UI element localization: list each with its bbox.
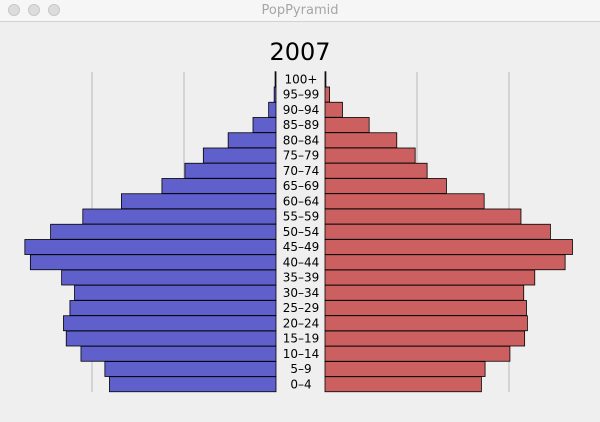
right-bar-5	[324, 300, 527, 316]
right-bar-6	[324, 284, 525, 301]
minimize-window-button[interactable]	[28, 4, 40, 16]
left-bar-15	[202, 147, 277, 164]
left-bar-6	[74, 284, 277, 301]
right-bar-8	[324, 254, 566, 271]
age-group-label: 5–9	[290, 362, 311, 376]
left-bar-17	[252, 117, 277, 133]
age-group-label: 80–84	[283, 133, 320, 147]
age-group-label: 85–89	[283, 118, 320, 132]
left-bar-12	[121, 193, 277, 210]
right-bar-17	[324, 117, 370, 133]
right-bar-7	[324, 269, 536, 286]
left-bar-18	[268, 101, 277, 118]
right-bar-0	[324, 376, 482, 393]
left-bar-8	[29, 254, 277, 271]
age-group-label: 30–34	[283, 286, 320, 300]
age-group-label: 20–24	[283, 316, 320, 330]
close-window-button[interactable]	[8, 4, 20, 16]
right-bar-18	[324, 101, 343, 118]
right-bar-3	[324, 330, 526, 347]
left-bar-7	[61, 269, 277, 286]
age-group-label: 95–99	[283, 88, 320, 102]
right-bar-20	[324, 71, 327, 88]
age-group-label: 100+	[285, 72, 318, 86]
left-bar-0	[109, 376, 277, 393]
age-group-label: 15–19	[283, 332, 320, 346]
zoom-window-button[interactable]	[48, 4, 60, 16]
age-group-label: 60–64	[283, 194, 320, 208]
title-bar: PopPyramid	[0, 0, 600, 22]
age-group-label: 90–94	[283, 103, 320, 117]
age-group-label: 70–74	[283, 164, 320, 178]
age-group-label: 25–29	[283, 301, 320, 315]
left-bar-5	[69, 300, 277, 316]
age-group-label: 35–39	[283, 271, 320, 285]
right-bar-15	[324, 147, 416, 164]
age-group-label: 55–59	[283, 210, 320, 224]
age-group-label: 50–54	[283, 225, 320, 239]
left-bar-10	[50, 223, 277, 240]
left-bar-2	[80, 345, 277, 362]
left-bar-13	[161, 178, 277, 194]
left-bar-4	[63, 315, 277, 332]
right-bar-10	[324, 223, 551, 240]
right-bar-9	[324, 239, 573, 255]
age-group-label: 65–69	[283, 179, 320, 193]
window-title: PopPyramid	[261, 3, 339, 18]
age-group-label: 40–44	[283, 255, 320, 269]
right-bar-11	[324, 208, 522, 225]
right-bar-2	[324, 345, 511, 362]
age-group-label: 10–14	[283, 347, 320, 361]
left-bar-19	[273, 86, 277, 103]
left-bar-16	[227, 132, 277, 149]
right-bar-12	[324, 193, 485, 210]
left-bar-9	[24, 239, 277, 255]
age-group-label: 45–49	[283, 240, 320, 254]
left-bar-20	[274, 71, 277, 88]
right-bar-14	[324, 162, 428, 179]
left-bar-1	[104, 361, 277, 377]
right-bar-4	[324, 315, 528, 332]
age-group-label: 75–79	[283, 149, 320, 163]
chart-title: 2007	[269, 38, 331, 66]
left-bar-14	[184, 162, 277, 179]
right-bar-16	[324, 132, 398, 149]
right-bar-13	[324, 178, 447, 194]
right-bar-19	[324, 86, 330, 103]
age-group-label: 0–4	[290, 377, 311, 391]
right-bar-1	[324, 361, 486, 377]
left-bar-3	[65, 330, 277, 347]
left-bar-11	[82, 208, 277, 225]
